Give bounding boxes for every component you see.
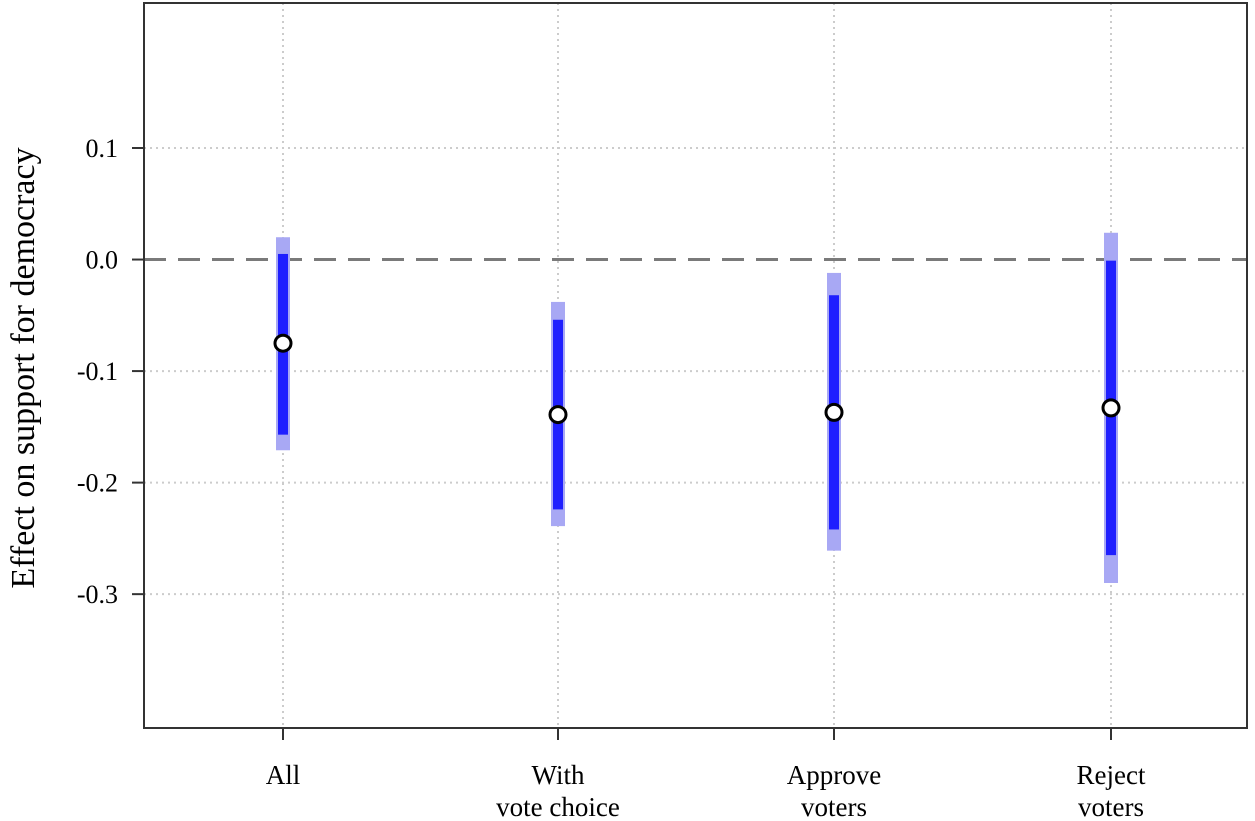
x-tick-label: voters <box>801 792 867 821</box>
x-tick-label: With <box>532 760 585 790</box>
marks-layer <box>273 232 1121 583</box>
x-tick-label: All <box>266 760 301 790</box>
y-tick-label: -0.3 <box>77 580 118 609</box>
point-estimate <box>548 405 568 425</box>
x-tick-label: vote choice <box>496 792 620 821</box>
y-tick-label: -0.1 <box>77 357 118 386</box>
y-tick-label: -0.2 <box>77 469 118 498</box>
x-tick-label: Reject <box>1077 760 1146 790</box>
x-tick-label: voters <box>1078 792 1144 821</box>
x-tick-label: Approve <box>787 760 881 790</box>
y-tick-label: 0.0 <box>86 246 119 275</box>
y-tick-label: 0.1 <box>86 134 119 163</box>
y-axis: 0.1 0.0 -0.1 -0.2 -0.3 <box>77 134 144 609</box>
grid-layer <box>144 3 1247 728</box>
point-estimate <box>824 402 844 422</box>
y-axis-title: Effect on support for democracy <box>5 147 42 588</box>
point-estimate <box>1101 398 1121 418</box>
plot-frame <box>143 2 1248 729</box>
point-estimate <box>273 333 293 353</box>
